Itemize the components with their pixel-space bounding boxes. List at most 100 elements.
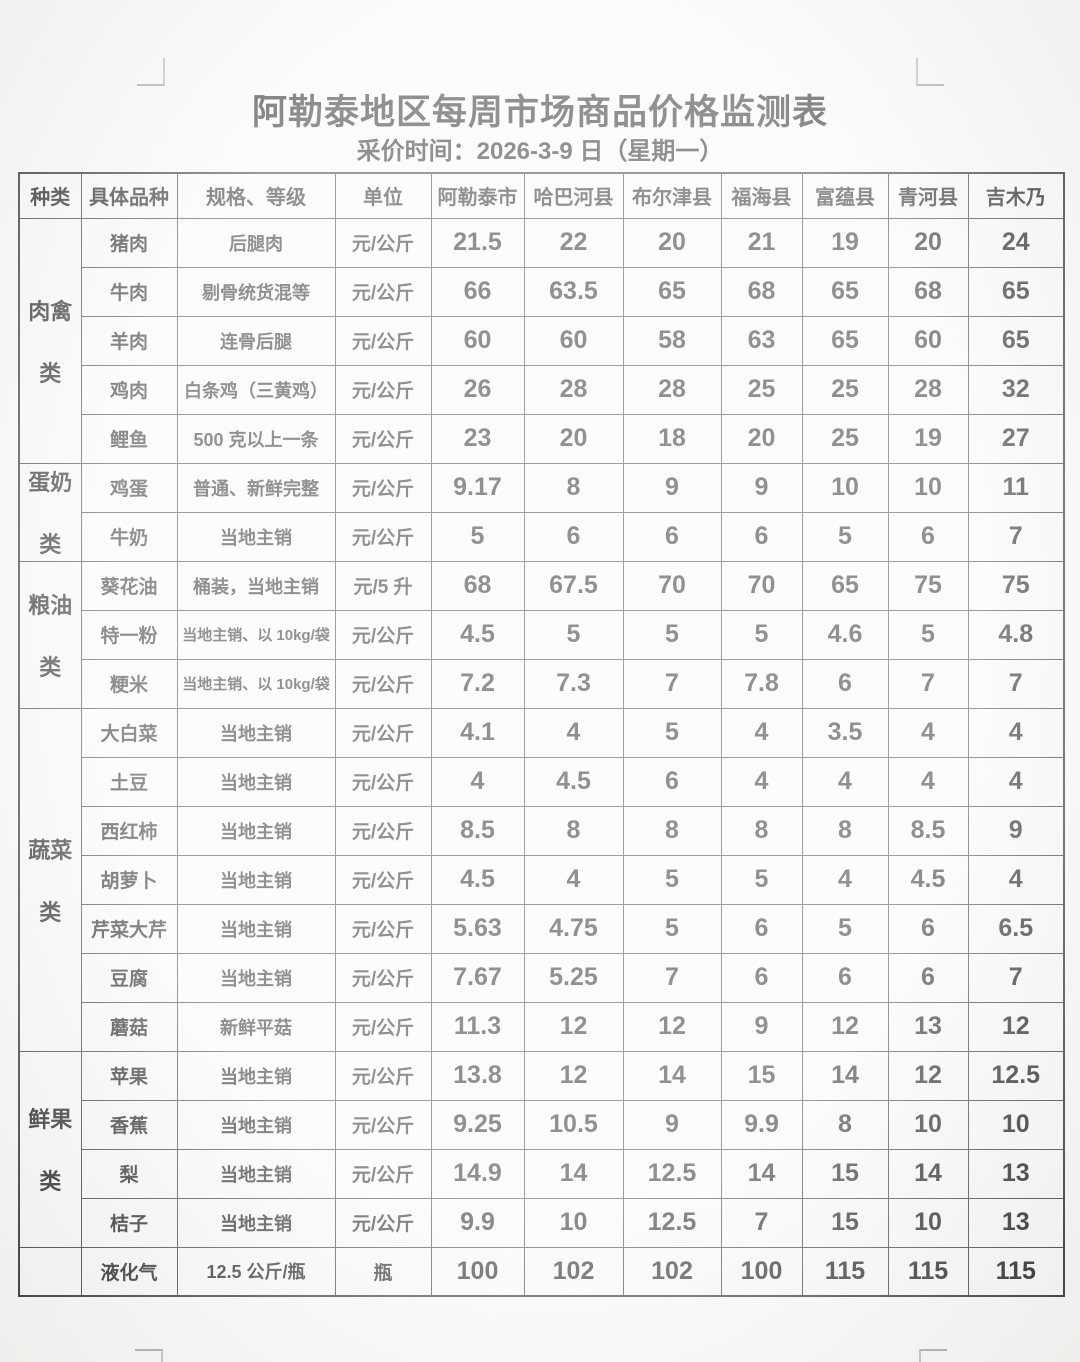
price-cell: 3.5: [801, 707, 889, 758]
table-row: 蘑菇 新鲜平菇 元/公斤 11.3 12 12 9 12 13 12: [19, 1001, 1065, 1052]
price-cell: 6: [801, 658, 889, 709]
column-header: 规格、等级: [176, 172, 336, 219]
category-cell: 蛋奶类: [18, 462, 82, 562]
spec-grade-cell: 当地主销: [176, 1099, 336, 1150]
unit-cell: 元/公斤: [334, 511, 432, 562]
price-cell: 9: [967, 805, 1065, 856]
unit-cell: 元/公斤: [334, 658, 432, 709]
price-cell: 6: [622, 511, 722, 562]
price-cell: 5: [622, 903, 722, 954]
price-cell: 115: [967, 1246, 1065, 1297]
price-cell: 21: [720, 217, 803, 268]
spec-grade-cell: 普通、新鲜完整: [176, 462, 336, 513]
price-cell: 4.5: [887, 854, 969, 905]
table-row: 粳米 当地主销、以 10kg/袋 元/公斤 7.2 7.3 7 7.8 6 7 7: [19, 658, 1065, 709]
price-cell: 4.1: [430, 707, 525, 758]
price-cell: 20: [622, 217, 722, 268]
price-table: 种类 具体品种 规格、等级 单位 阿勒泰市 哈巴河县 布尔津县 福海县 富蕴县 青河县 吉木乃 肉禽…: [18, 172, 1065, 1297]
unit-cell: 元/公斤: [334, 217, 432, 268]
unit-cell: 元/公斤: [334, 364, 432, 415]
price-cell: 10: [887, 1197, 969, 1248]
price-cell: 4: [523, 854, 624, 905]
price-cell: 10: [887, 1099, 969, 1150]
price-cell: 102: [523, 1246, 624, 1297]
price-cell: 11: [967, 462, 1065, 513]
spec-grade-cell: 当地主销: [176, 903, 336, 954]
price-cell: 8: [622, 805, 722, 856]
column-header: 种类: [18, 172, 82, 219]
price-cell: 4.5: [430, 854, 525, 905]
unit-cell: 元/公斤: [334, 413, 432, 464]
column-header: 布尔津县: [622, 172, 722, 219]
price-cell: 14: [523, 1148, 624, 1199]
price-cell: 12.5: [622, 1148, 722, 1199]
price-cell: 7.8: [720, 658, 803, 709]
price-cell: 75: [887, 560, 969, 611]
price-cell: 23: [430, 413, 525, 464]
price-cell: 6.5: [967, 903, 1065, 954]
price-cell: 70: [720, 560, 803, 611]
spec-grade-cell: 当地主销: [176, 1197, 336, 1248]
category-cell: 粮油类: [18, 560, 82, 709]
column-header: 福海县: [720, 172, 803, 219]
price-cell: 15: [801, 1197, 889, 1248]
category-label-line: 类: [39, 654, 62, 680]
price-cell: 4: [967, 854, 1065, 905]
price-cell: 4: [967, 756, 1065, 807]
category-cell: [18, 1246, 82, 1297]
product-name-cell: 羊肉: [80, 315, 178, 366]
category-cell: 蔬菜类: [18, 707, 82, 1052]
table-row: 土豆 当地主销 元/公斤 4 4.5 6 4 4 4 4: [19, 756, 1065, 807]
unit-cell: 元/公斤: [334, 756, 432, 807]
spec-grade-cell: 桶装，当地主销: [176, 560, 336, 611]
price-cell: 9: [622, 462, 722, 513]
price-cell: 12: [622, 1001, 722, 1052]
price-cell: 25: [720, 364, 803, 415]
product-name-cell: 粳米: [80, 658, 178, 709]
price-cell: 63: [720, 315, 803, 366]
table-row: 特一粉 当地主销、以 10kg/袋 元/公斤 4.5 5 5 5 4.6 5 4.8: [19, 609, 1065, 660]
price-cell: 9: [622, 1099, 722, 1150]
price-cell: 5: [622, 854, 722, 905]
price-cell: 19: [887, 413, 969, 464]
price-cell: 5: [801, 903, 889, 954]
unit-cell: 元/公斤: [334, 805, 432, 856]
category-cell: 肉禽类: [18, 217, 82, 464]
table-row: 梨当地主销 元/公斤 14.9 14 12.5 14 15 14 13: [19, 1148, 1065, 1199]
price-cell: 10: [801, 462, 889, 513]
unit-cell: 元/公斤: [334, 609, 432, 660]
price-cell: 25: [801, 413, 889, 464]
column-header: 青河县: [887, 172, 969, 219]
category-label-line: 鲜果: [28, 1107, 73, 1132]
price-cell: 4.8: [967, 609, 1065, 660]
unit-cell: 瓶: [334, 1246, 432, 1297]
price-cell: 5: [430, 511, 525, 562]
price-cell: 26: [430, 364, 525, 415]
price-cell: 25: [801, 364, 889, 415]
category-label-line: 肉禽: [28, 298, 73, 324]
price-cell: 32: [967, 364, 1065, 415]
product-name-cell: 土豆: [80, 756, 178, 807]
price-cell: 20: [720, 413, 803, 464]
price-cell: 19: [801, 217, 889, 268]
price-cell: 60: [523, 315, 624, 366]
price-cell: 4: [887, 756, 969, 807]
price-cell: 9: [720, 1001, 803, 1052]
price-cell: 75: [967, 560, 1065, 611]
price-cell: 14.9: [430, 1148, 525, 1199]
price-cell: 22: [523, 217, 624, 268]
price-cell: 9.9: [720, 1099, 803, 1150]
spec-grade-cell: 当地主销: [176, 756, 336, 807]
price-cell: 65: [801, 315, 889, 366]
price-cell: 27: [967, 413, 1065, 464]
price-cell: 70: [622, 560, 722, 611]
price-cell: 4: [887, 707, 969, 758]
price-cell: 10: [967, 1099, 1065, 1150]
price-cell: 7.3: [523, 658, 624, 709]
unit-cell: 元/公斤: [334, 1099, 432, 1150]
price-cell: 5.63: [430, 903, 525, 954]
price-cell: 65: [967, 266, 1065, 317]
price-cell: 20: [887, 217, 969, 268]
table-row: 液化气 12.5 公斤/瓶瓶 100 102 102 100 115 115 115: [18, 1246, 1065, 1297]
product-name-cell: 鸡蛋: [80, 462, 178, 513]
